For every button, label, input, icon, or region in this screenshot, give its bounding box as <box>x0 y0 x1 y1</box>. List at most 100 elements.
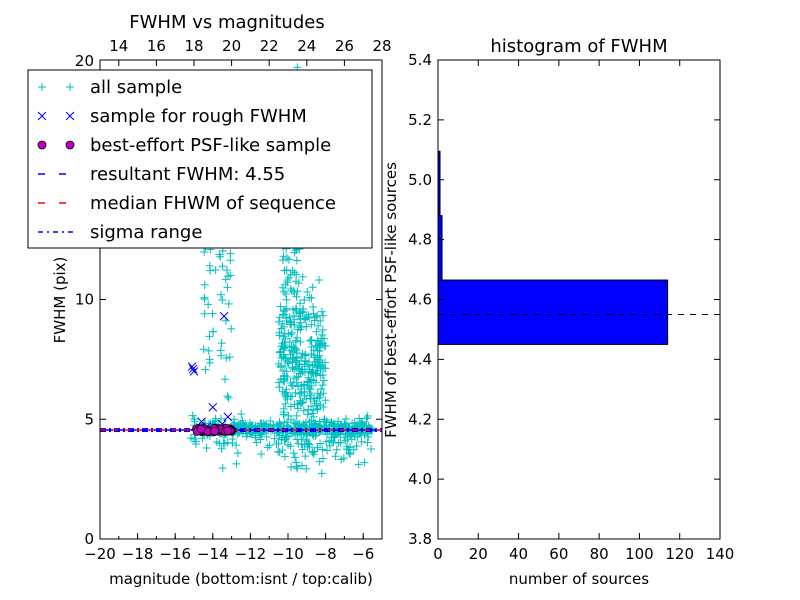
legend-item: sample for rough FWHM <box>37 106 307 127</box>
all-sample-point <box>302 322 311 331</box>
all-sample-point <box>354 460 363 469</box>
all-sample-point <box>296 314 305 323</box>
all-sample-point <box>204 346 213 355</box>
all-sample-point <box>323 446 332 455</box>
all-sample-point <box>309 302 318 311</box>
all-sample-point <box>287 328 296 337</box>
all-sample-point <box>367 445 376 453</box>
all-sample-point <box>305 365 314 374</box>
left-x-tick-label: −8 <box>315 545 337 563</box>
all-sample-point <box>281 280 290 289</box>
all-sample-point <box>315 341 324 350</box>
left-top-tick-label: 14 <box>109 37 128 55</box>
left-top-tick-label: 26 <box>335 37 354 55</box>
all-sample-point <box>274 447 283 456</box>
all-sample-point <box>327 437 336 446</box>
legend-item: resultant FWHM: 4.55 <box>38 164 285 185</box>
all-sample-point <box>286 415 295 424</box>
all-sample-point <box>310 361 319 370</box>
all-sample-point <box>300 296 309 305</box>
all-sample-point <box>318 445 327 454</box>
all-sample-point <box>237 409 246 418</box>
all-sample-point <box>224 393 233 402</box>
all-sample-point <box>287 287 296 296</box>
histogram-bar <box>438 215 443 281</box>
all-sample-point <box>274 317 283 326</box>
all-sample-point <box>318 381 327 390</box>
all-sample-point <box>286 318 295 327</box>
all-sample-point <box>289 348 298 357</box>
all-sample-point <box>278 387 287 396</box>
all-sample-point <box>319 311 328 320</box>
all-sample-point <box>292 458 301 467</box>
all-sample-point <box>296 308 305 317</box>
all-sample-point <box>316 316 325 325</box>
all-sample-point <box>284 273 293 282</box>
all-sample-point <box>218 296 227 305</box>
right-plot-data <box>438 150 720 345</box>
legend-label: resultant FWHM: 4.55 <box>90 164 285 185</box>
left-y-tick-label: 10 <box>75 291 94 309</box>
rough-sample-point <box>187 362 197 371</box>
all-sample-point <box>339 454 348 463</box>
all-sample-point <box>313 443 322 452</box>
all-sample-point <box>208 327 217 336</box>
all-sample-point <box>232 459 241 468</box>
right-title: histogram of FWHM <box>490 36 667 57</box>
all-sample-point <box>318 330 327 339</box>
all-sample-point <box>296 299 305 308</box>
all-sample-point <box>297 461 306 470</box>
all-sample-point <box>298 272 307 281</box>
right-x-tick-label: 60 <box>549 545 568 563</box>
all-sample-point <box>360 458 369 467</box>
all-sample-point <box>283 372 292 381</box>
all-sample-point <box>224 299 233 308</box>
all-sample-point <box>251 431 260 440</box>
all-sample-point <box>208 309 217 318</box>
all-sample-point <box>201 365 210 374</box>
all-sample-point <box>313 394 322 403</box>
all-sample-point <box>307 293 316 302</box>
all-sample-point <box>293 464 302 473</box>
all-sample-point <box>279 310 288 319</box>
all-sample-point <box>211 265 220 274</box>
all-sample-point <box>291 336 300 345</box>
all-sample-point <box>286 284 295 293</box>
left-x-tick-label: −16 <box>159 545 191 563</box>
all-sample-point <box>321 396 330 405</box>
right-x-axis-label: number of sources <box>509 570 649 588</box>
all-sample-point <box>256 419 265 428</box>
legend-marker-cross <box>65 111 75 121</box>
all-sample-point <box>226 249 235 258</box>
all-sample-point <box>317 385 326 394</box>
left-x-tick-label: −12 <box>235 545 267 563</box>
left-top-tick-label: 20 <box>222 37 241 55</box>
all-sample-point <box>191 440 200 449</box>
all-sample-point <box>287 381 296 390</box>
all-sample-point <box>318 325 327 334</box>
legend-label: best-effort PSF-like sample <box>90 135 331 156</box>
all-sample-point <box>280 435 289 444</box>
right-y-tick-label: 4.2 <box>408 410 432 428</box>
all-sample-point <box>303 287 312 296</box>
all-sample-point <box>281 334 290 343</box>
all-sample-point <box>275 328 284 337</box>
all-sample-point <box>353 432 362 441</box>
all-sample-point <box>287 342 296 351</box>
all-sample-point <box>218 464 227 473</box>
all-sample-point <box>270 434 279 443</box>
left-x-tick-label: −20 <box>84 545 116 563</box>
all-sample-point <box>287 330 296 339</box>
all-sample-point <box>227 324 236 333</box>
left-y-tick-label: 5 <box>84 410 94 428</box>
left-ticks: −20 −18 −16 −14 −12 −10 −8 −6 14 16 18 20 22 24 26 28 0 5… <box>75 37 392 563</box>
all-sample-point <box>205 332 214 341</box>
all-sample-point <box>331 452 340 461</box>
all-sample-point <box>218 262 227 271</box>
all-sample-point <box>282 385 291 394</box>
all-sample-point <box>364 432 373 441</box>
all-sample-point <box>311 431 320 440</box>
all-sample-point <box>282 266 291 275</box>
all-sample-point <box>220 439 229 448</box>
